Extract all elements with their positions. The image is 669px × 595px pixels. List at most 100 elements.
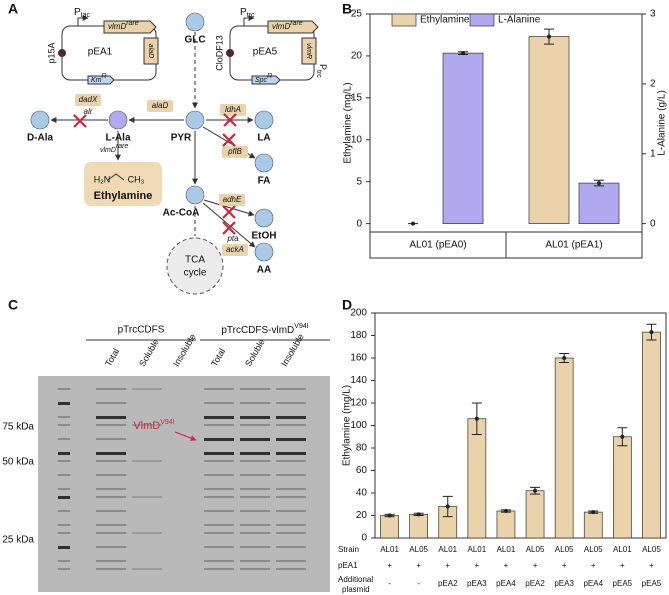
mean-dot [387, 513, 392, 518]
table-cell: + [475, 561, 480, 570]
gel-band [276, 532, 306, 534]
x-tick-label: AL01 [468, 545, 487, 554]
label-sup: rare [290, 20, 303, 27]
metabolite-label: LA [257, 133, 270, 144]
metabolite-node [254, 208, 274, 228]
gel-band [58, 546, 70, 549]
bar [612, 436, 632, 539]
arrow [203, 199, 255, 217]
metabolite-node [254, 153, 274, 173]
product-label: Ethylamine [94, 190, 153, 202]
pathway-diagram [50, 15, 319, 295]
gel-band [204, 416, 234, 419]
tca-label: cycle [184, 268, 207, 279]
gel-band [276, 510, 306, 512]
gel-band [58, 388, 70, 390]
gel-band [204, 532, 234, 534]
metabolite-label: AA [257, 265, 271, 276]
label-text: vlmD [272, 22, 290, 31]
y-tick-label: 20 [356, 510, 368, 521]
gel-band [204, 402, 234, 404]
label-text: VlmD [133, 420, 160, 432]
gel-band [58, 474, 70, 476]
y-tick-label: 200 [350, 308, 367, 319]
metabolite-label: D-Ala [27, 133, 54, 144]
gel-band [276, 424, 306, 426]
gel-band [96, 524, 126, 526]
gene-box [301, 37, 317, 65]
row-label: Additional [338, 575, 373, 584]
gel-band [276, 460, 306, 462]
gel-band [276, 388, 306, 390]
knockout-x [222, 133, 236, 147]
panel-label: C [8, 297, 18, 313]
mean-dot [649, 330, 654, 335]
gel-band [58, 524, 70, 526]
x-tick-label: AL01 (pEA0) [409, 240, 466, 251]
gel-band [58, 438, 70, 440]
lane-label: Total [209, 347, 227, 368]
gene-box [103, 20, 157, 34]
origin-label: p15A [46, 42, 56, 63]
metabolite-label: FA [258, 176, 271, 187]
gel-band [240, 546, 270, 548]
gel-band [96, 388, 126, 390]
enzyme-label: pta [226, 234, 239, 243]
gel-band [204, 460, 234, 462]
y-tick-label: 5 [356, 176, 362, 187]
x-tick-label: AL01 [438, 545, 457, 554]
label-text: P [318, 64, 328, 70]
row-label: Strain [338, 545, 359, 554]
gel-band [240, 416, 270, 419]
bond [107, 173, 125, 181]
gel-band [204, 438, 234, 441]
mean-dot [461, 51, 465, 56]
y-tick-label: 40 [356, 488, 368, 499]
gel-band [240, 424, 270, 426]
table-cell: pEA5 [613, 579, 633, 588]
gel-band [240, 402, 270, 404]
mean-dot [562, 356, 567, 360]
gel-band [204, 424, 234, 426]
promoter-arrow [77, 15, 89, 26]
table-cell: pEA3 [554, 579, 574, 588]
y-tick-label: 180 [350, 330, 367, 341]
gel-band [96, 532, 126, 534]
gel-band [240, 496, 270, 498]
origin-dot [58, 49, 66, 57]
y-axis-label: Ethylamine (mg/L) [343, 82, 354, 163]
y-tick-label: 120 [350, 398, 367, 409]
enzyme-box [220, 104, 246, 116]
panel-label: B [342, 1, 352, 17]
gel-band [240, 568, 270, 570]
table-cell: + [416, 561, 421, 570]
gel-band [204, 560, 234, 562]
legend-label: L-Alanine [498, 15, 541, 26]
bar [578, 182, 620, 224]
knockout-x [222, 221, 236, 235]
bar [583, 511, 603, 539]
gel-band [96, 488, 126, 490]
metabolite-label: EtOH [252, 231, 277, 242]
promoter-label: Ptac [74, 7, 91, 20]
structure-label: H₂N [94, 174, 111, 184]
table-cell: + [562, 561, 567, 570]
enzyme-box [222, 244, 248, 256]
label-sub: trc [315, 70, 322, 78]
metabolite-label: GLC [184, 35, 205, 46]
plasmid-name: pEA1 [88, 47, 113, 58]
panel-label: A [8, 1, 18, 17]
promoter-label: Ptrc [315, 64, 328, 78]
gel-band [58, 452, 70, 455]
origin-label: CloDF13 [214, 35, 224, 71]
mean-dot [416, 512, 421, 517]
table-cell: + [533, 561, 538, 570]
table-cell: - [417, 579, 420, 588]
x-tick-label: AL05 [526, 545, 545, 554]
enzyme-box [222, 146, 248, 158]
table-cell: + [445, 561, 450, 570]
metabolite-node [185, 110, 205, 130]
label-sup: R [267, 73, 272, 80]
y-tick-label: 60 [356, 465, 368, 476]
